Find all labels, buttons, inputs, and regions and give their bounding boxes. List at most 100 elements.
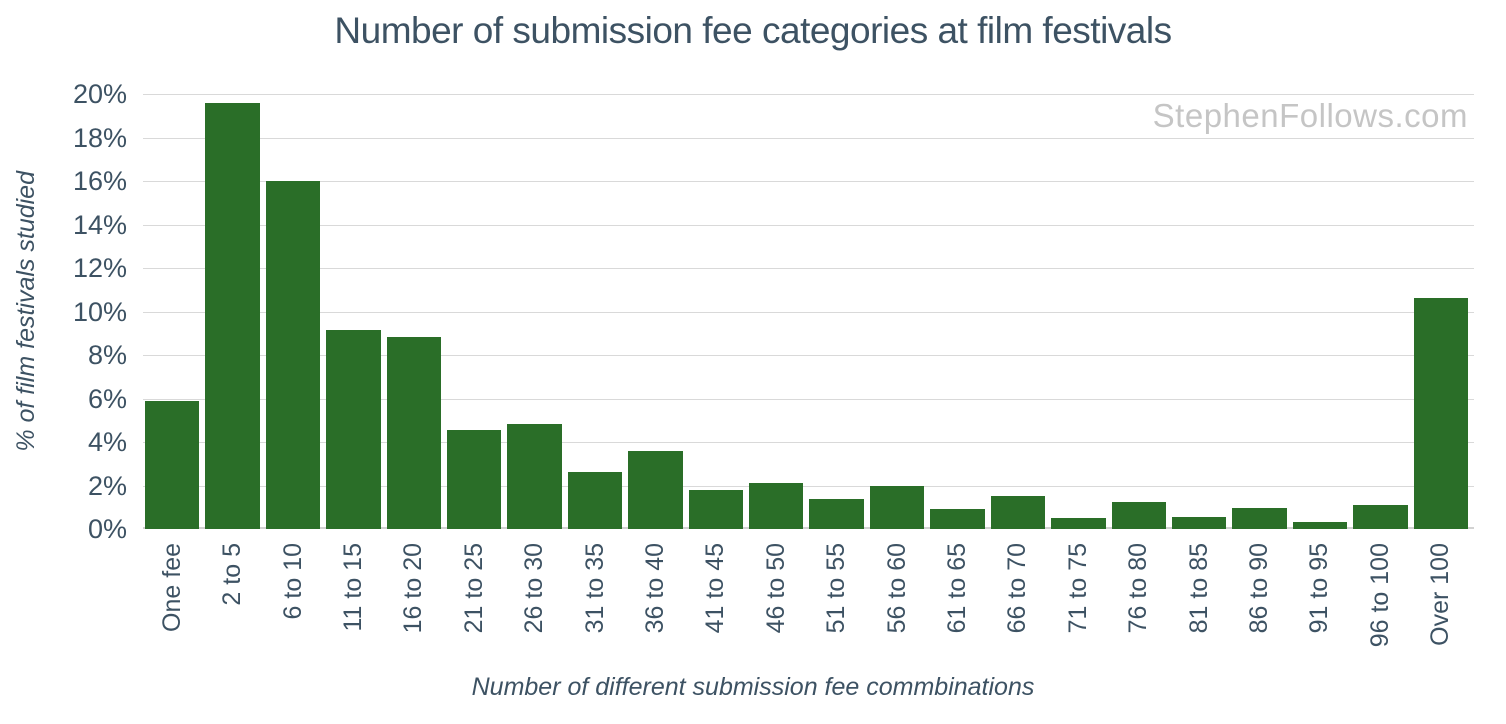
x-tick-cell-96-to-100: 96 to 100 xyxy=(1353,543,1407,665)
x-tick-label-76-to-80: 76 to 80 xyxy=(1124,543,1153,634)
x-tick-cell-31-to-35: 31 to 35 xyxy=(568,543,622,665)
x-tick-label-26-to-30: 26 to 30 xyxy=(520,543,549,634)
bar-cell-36-to-40 xyxy=(628,94,683,529)
x-tick-label-16-to-20: 16 to 20 xyxy=(399,543,428,634)
bar-cell-16-to-20 xyxy=(386,94,442,529)
bar-26-to-30 xyxy=(507,423,562,529)
x-tick-cell-21-to-25: 21 to 25 xyxy=(447,543,501,665)
bar-cell-56-to-60 xyxy=(869,94,925,529)
gridline-10% xyxy=(143,311,1474,313)
y-tick-label-14%: 14% xyxy=(72,209,127,240)
x-tick-cell-61-to-65: 61 to 65 xyxy=(930,543,984,665)
gridline-2% xyxy=(143,485,1474,487)
x-tick-cell-76-to-80: 76 to 80 xyxy=(1112,543,1166,665)
x-tick-label-2-to-5: 2 to 5 xyxy=(218,543,247,606)
plot-area xyxy=(143,94,1474,529)
bar-41-to-45 xyxy=(688,489,744,529)
bar-96-to-100 xyxy=(1353,505,1408,529)
gridline-14% xyxy=(143,224,1474,226)
gridline-0% xyxy=(143,527,1474,529)
bar-71-to-75 xyxy=(1051,518,1106,529)
x-tick-cell-41-to-45: 41 to 45 xyxy=(689,543,743,665)
x-tick-label-6-to-10: 6 to 10 xyxy=(278,543,307,620)
bar-cell-one-fee xyxy=(145,94,200,529)
x-tick-label-96-to-100: 96 to 100 xyxy=(1365,543,1394,648)
x-tick-cell-86-to-90: 86 to 90 xyxy=(1232,543,1286,665)
y-tick-label-12%: 12% xyxy=(72,253,127,283)
x-tick-label-81-to-85: 81 to 85 xyxy=(1184,543,1213,634)
bar-cell-46-to-50 xyxy=(749,94,804,529)
x-tick-label-41-to-45: 41 to 45 xyxy=(701,543,730,634)
bar-51-to-55 xyxy=(809,498,864,529)
x-tick-label-36-to-40: 36 to 40 xyxy=(640,543,669,634)
bar-cell-81-to-85 xyxy=(1171,94,1227,529)
y-tick-label-6%: 6% xyxy=(87,383,127,414)
bar-11-to-15 xyxy=(326,330,381,529)
gridline-16% xyxy=(143,181,1474,182)
gridline-8% xyxy=(143,355,1474,356)
bar-cell-26-to-30 xyxy=(507,94,562,529)
bar-16-to-20 xyxy=(386,336,442,529)
y-tick-label-4%: 4% xyxy=(87,427,127,457)
gridline-12% xyxy=(143,268,1474,269)
bar-cell-11-to-15 xyxy=(326,94,381,529)
bar-cell-21-to-25 xyxy=(447,94,502,529)
y-tick-label-0%: 0% xyxy=(87,514,127,544)
bar-cell-51-to-55 xyxy=(809,94,864,529)
x-tick-cell-26-to-30: 26 to 30 xyxy=(507,543,561,665)
x-tick-label-66-to-70: 66 to 70 xyxy=(1003,543,1032,634)
x-tick-label-over-100: Over 100 xyxy=(1426,543,1455,646)
bar-56-to-60 xyxy=(869,485,925,529)
x-tick-cell-over-100: Over 100 xyxy=(1414,543,1468,665)
x-tick-label-11-to-15: 11 to 15 xyxy=(338,543,367,632)
x-tick-cell-56-to-60: 56 to 60 xyxy=(870,543,924,665)
x-axis-title: Number of different submission fee commb… xyxy=(471,673,1035,701)
bar-cell-over-100 xyxy=(1413,94,1468,529)
bar-61-to-65 xyxy=(930,509,985,529)
x-tick-cell-66-to-70: 66 to 70 xyxy=(991,543,1045,665)
x-tick-cell-2-to-5: 2 to 5 xyxy=(205,543,259,665)
bar-cell-66-to-70 xyxy=(990,94,1046,529)
bar-cell-2-to-5 xyxy=(205,94,260,529)
bar-81-to-85 xyxy=(1171,517,1227,529)
x-tick-label-31-to-35: 31 to 35 xyxy=(580,543,609,634)
x-tick-cell-16-to-20: 16 to 20 xyxy=(387,543,441,665)
x-tick-label-46-to-50: 46 to 50 xyxy=(761,543,790,634)
x-tick-cell-91-to-95: 91 to 95 xyxy=(1293,543,1347,665)
x-tick-label-71-to-75: 71 to 75 xyxy=(1063,543,1092,634)
y-tick-label-10%: 10% xyxy=(72,296,127,327)
bar-cell-6-to-10 xyxy=(265,94,321,529)
y-tick-label-8%: 8% xyxy=(87,340,127,370)
bar-2-to-5 xyxy=(205,102,260,529)
x-tick-cell-81-to-85: 81 to 85 xyxy=(1172,543,1226,665)
bars xyxy=(143,94,1474,529)
x-tick-cell-51-to-55: 51 to 55 xyxy=(809,543,863,665)
x-tick-cell-11-to-15: 11 to 15 xyxy=(326,543,380,665)
bar-cell-71-to-75 xyxy=(1051,94,1106,529)
x-tick-cell-one-fee: One fee xyxy=(145,543,199,665)
x-tick-label-61-to-65: 61 to 65 xyxy=(942,543,971,634)
x-tick-label-one-fee: One fee xyxy=(157,543,186,632)
watermark: StephenFollows.com xyxy=(1152,97,1468,134)
bar-21-to-25 xyxy=(447,430,502,529)
bar-66-to-70 xyxy=(990,496,1046,529)
gridline-18% xyxy=(143,137,1474,139)
x-tick-cell-36-to-40: 36 to 40 xyxy=(628,543,682,665)
gridline-4% xyxy=(143,442,1474,443)
bar-one-fee xyxy=(145,400,200,529)
chart-title: Number of submission fee categories at f… xyxy=(334,10,1172,51)
x-tick-cell-71-to-75: 71 to 75 xyxy=(1051,543,1105,665)
bar-over-100 xyxy=(1413,298,1468,529)
bar-cell-91-to-95 xyxy=(1292,94,1348,529)
bar-36-to-40 xyxy=(628,450,683,529)
y-tick-label-18%: 18% xyxy=(72,122,127,153)
gridline-6% xyxy=(143,398,1474,400)
x-tick-label-51-to-55: 51 to 55 xyxy=(822,543,851,634)
bar-cell-86-to-90 xyxy=(1232,94,1287,529)
bar-cell-31-to-35 xyxy=(567,94,623,529)
x-tick-cell-6-to-10: 6 to 10 xyxy=(266,543,320,665)
x-axis-tick-labels: One fee 2 to 5 6 to 10 11 to 15 16 to 20 21 t… xyxy=(143,543,1474,665)
bar-cell-61-to-65 xyxy=(930,94,985,529)
bar-86-to-90 xyxy=(1232,508,1287,529)
x-tick-cell-46-to-50: 46 to 50 xyxy=(749,543,803,665)
